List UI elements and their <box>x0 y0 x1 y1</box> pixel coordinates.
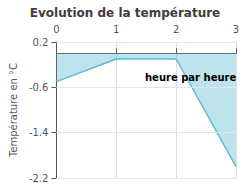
svg-text:0.2: 0.2 <box>33 37 49 48</box>
svg-text:Evolution de la température: Evolution de la température <box>30 6 221 20</box>
svg-text:1: 1 <box>113 24 119 35</box>
svg-text:-2.2: -2.2 <box>29 173 49 184</box>
svg-text:3: 3 <box>233 24 239 35</box>
svg-text:Température en °C: Température en °C <box>8 63 19 158</box>
svg-text:-0.6: -0.6 <box>29 82 49 93</box>
svg-text:-1.4: -1.4 <box>29 127 49 138</box>
svg-text:0: 0 <box>53 24 59 35</box>
svg-text:2: 2 <box>173 24 179 35</box>
svg-text:heure par heure: heure par heure <box>145 72 236 83</box>
